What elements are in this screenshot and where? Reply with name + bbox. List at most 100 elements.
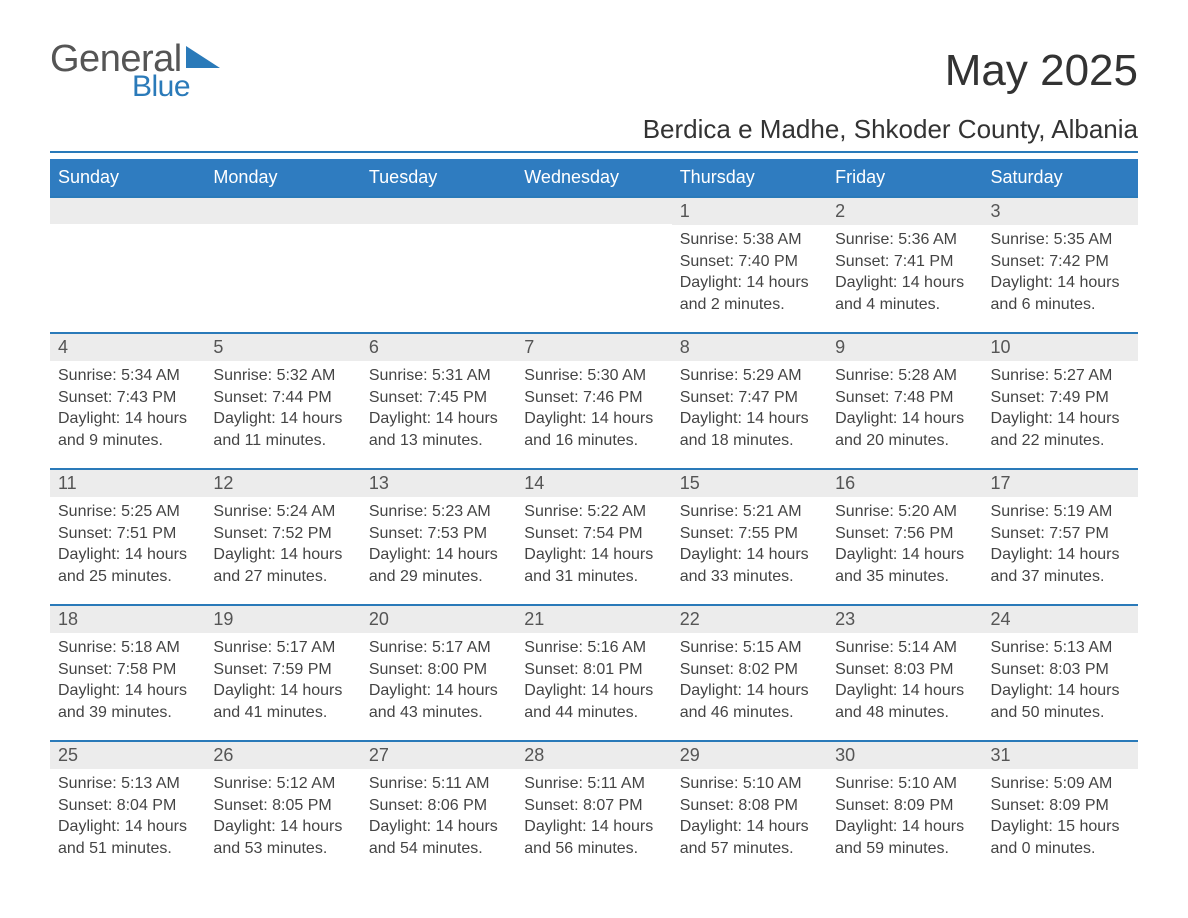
- daylight-text: Daylight: 14 hours and 33 minutes.: [680, 544, 819, 587]
- day-number: 17: [983, 468, 1138, 497]
- sunset-text: Sunset: 8:06 PM: [369, 795, 508, 817]
- sunset-text: Sunset: 8:00 PM: [369, 659, 508, 681]
- page-title: May 2025: [945, 46, 1138, 96]
- weekday-header: Thursday: [672, 159, 827, 196]
- calendar-day-cell: 25Sunrise: 5:13 AMSunset: 8:04 PMDayligh…: [50, 740, 205, 876]
- sunrise-text: Sunrise: 5:14 AM: [835, 637, 974, 659]
- sunset-text: Sunset: 7:51 PM: [58, 523, 197, 545]
- day-number: 4: [50, 332, 205, 361]
- day-number: [50, 196, 205, 224]
- day-details: Sunrise: 5:27 AMSunset: 7:49 PMDaylight:…: [983, 365, 1138, 459]
- daylight-text: Daylight: 14 hours and 27 minutes.: [213, 544, 352, 587]
- sunset-text: Sunset: 7:47 PM: [680, 387, 819, 409]
- daylight-text: Daylight: 14 hours and 22 minutes.: [991, 408, 1130, 451]
- sunset-text: Sunset: 7:42 PM: [991, 251, 1130, 273]
- calendar-day-cell: 4Sunrise: 5:34 AMSunset: 7:43 PMDaylight…: [50, 332, 205, 468]
- daylight-text: Daylight: 14 hours and 57 minutes.: [680, 816, 819, 859]
- day-details: Sunrise: 5:11 AMSunset: 8:07 PMDaylight:…: [516, 773, 671, 867]
- calendar-day-cell: [361, 196, 516, 332]
- sunrise-text: Sunrise: 5:22 AM: [524, 501, 663, 523]
- daylight-text: Daylight: 14 hours and 51 minutes.: [58, 816, 197, 859]
- daylight-text: Daylight: 14 hours and 16 minutes.: [524, 408, 663, 451]
- calendar-table: Sunday Monday Tuesday Wednesday Thursday…: [50, 159, 1138, 876]
- sunrise-text: Sunrise: 5:17 AM: [369, 637, 508, 659]
- weekday-header: Sunday: [50, 159, 205, 196]
- sunrise-text: Sunrise: 5:12 AM: [213, 773, 352, 795]
- sunrise-text: Sunrise: 5:24 AM: [213, 501, 352, 523]
- calendar-day-cell: 5Sunrise: 5:32 AMSunset: 7:44 PMDaylight…: [205, 332, 360, 468]
- day-number: 19: [205, 604, 360, 633]
- weekday-header-row: Sunday Monday Tuesday Wednesday Thursday…: [50, 159, 1138, 196]
- day-details: Sunrise: 5:32 AMSunset: 7:44 PMDaylight:…: [205, 365, 360, 459]
- day-number: 26: [205, 740, 360, 769]
- day-number: 1: [672, 196, 827, 225]
- sunset-text: Sunset: 7:46 PM: [524, 387, 663, 409]
- daylight-text: Daylight: 14 hours and 46 minutes.: [680, 680, 819, 723]
- calendar-day-cell: 7Sunrise: 5:30 AMSunset: 7:46 PMDaylight…: [516, 332, 671, 468]
- sunrise-text: Sunrise: 5:35 AM: [991, 229, 1130, 251]
- sunset-text: Sunset: 7:41 PM: [835, 251, 974, 273]
- day-details: Sunrise: 5:15 AMSunset: 8:02 PMDaylight:…: [672, 637, 827, 731]
- day-number: 13: [361, 468, 516, 497]
- sunset-text: Sunset: 7:40 PM: [680, 251, 819, 273]
- calendar-day-cell: 16Sunrise: 5:20 AMSunset: 7:56 PMDayligh…: [827, 468, 982, 604]
- daylight-text: Daylight: 14 hours and 4 minutes.: [835, 272, 974, 315]
- calendar-day-cell: 23Sunrise: 5:14 AMSunset: 8:03 PMDayligh…: [827, 604, 982, 740]
- calendar-week-row: 1Sunrise: 5:38 AMSunset: 7:40 PMDaylight…: [50, 196, 1138, 332]
- day-number: 11: [50, 468, 205, 497]
- sunrise-text: Sunrise: 5:32 AM: [213, 365, 352, 387]
- day-details: Sunrise: 5:18 AMSunset: 7:58 PMDaylight:…: [50, 637, 205, 731]
- sunrise-text: Sunrise: 5:31 AM: [369, 365, 508, 387]
- calendar-day-cell: 1Sunrise: 5:38 AMSunset: 7:40 PMDaylight…: [672, 196, 827, 332]
- calendar-day-cell: 20Sunrise: 5:17 AMSunset: 8:00 PMDayligh…: [361, 604, 516, 740]
- calendar-day-cell: 18Sunrise: 5:18 AMSunset: 7:58 PMDayligh…: [50, 604, 205, 740]
- day-number: [205, 196, 360, 224]
- day-number: 31: [983, 740, 1138, 769]
- sunrise-text: Sunrise: 5:15 AM: [680, 637, 819, 659]
- sunset-text: Sunset: 8:07 PM: [524, 795, 663, 817]
- sunset-text: Sunset: 7:44 PM: [213, 387, 352, 409]
- calendar-day-cell: 12Sunrise: 5:24 AMSunset: 7:52 PMDayligh…: [205, 468, 360, 604]
- daylight-text: Daylight: 14 hours and 44 minutes.: [524, 680, 663, 723]
- sunset-text: Sunset: 7:57 PM: [991, 523, 1130, 545]
- day-number: 6: [361, 332, 516, 361]
- day-details: Sunrise: 5:09 AMSunset: 8:09 PMDaylight:…: [983, 773, 1138, 867]
- sunrise-text: Sunrise: 5:17 AM: [213, 637, 352, 659]
- sunrise-text: Sunrise: 5:09 AM: [991, 773, 1130, 795]
- sunrise-text: Sunrise: 5:23 AM: [369, 501, 508, 523]
- sunset-text: Sunset: 7:54 PM: [524, 523, 663, 545]
- day-details: Sunrise: 5:35 AMSunset: 7:42 PMDaylight:…: [983, 229, 1138, 323]
- daylight-text: Daylight: 14 hours and 2 minutes.: [680, 272, 819, 315]
- daylight-text: Daylight: 14 hours and 9 minutes.: [58, 408, 197, 451]
- calendar-day-cell: 6 Sunrise: 5:31 AMSunset: 7:45 PMDaylight…: [361, 332, 516, 468]
- sunrise-text: Sunrise: 5:36 AM: [835, 229, 974, 251]
- sunrise-text: Sunrise: 5:11 AM: [369, 773, 508, 795]
- daylight-text: Daylight: 14 hours and 39 minutes.: [58, 680, 197, 723]
- brand-word-2: Blue: [132, 72, 220, 102]
- sunset-text: Sunset: 7:52 PM: [213, 523, 352, 545]
- location-subtitle: Berdica e Madhe, Shkoder County, Albania: [50, 114, 1138, 153]
- calendar-day-cell: 28Sunrise: 5:11 AMSunset: 8:07 PMDayligh…: [516, 740, 671, 876]
- sunrise-text: Sunrise: 5:34 AM: [58, 365, 197, 387]
- daylight-text: Daylight: 14 hours and 35 minutes.: [835, 544, 974, 587]
- day-number: 27: [361, 740, 516, 769]
- day-details: Sunrise: 5:36 AMSunset: 7:41 PMDaylight:…: [827, 229, 982, 323]
- daylight-text: Daylight: 14 hours and 29 minutes.: [369, 544, 508, 587]
- daylight-text: Daylight: 14 hours and 13 minutes.: [369, 408, 508, 451]
- calendar-week-row: 25Sunrise: 5:13 AMSunset: 8:04 PMDayligh…: [50, 740, 1138, 876]
- daylight-text: Daylight: 14 hours and 41 minutes.: [213, 680, 352, 723]
- day-number: 22: [672, 604, 827, 633]
- daylight-text: Daylight: 14 hours and 48 minutes.: [835, 680, 974, 723]
- day-number: 2: [827, 196, 982, 225]
- calendar-day-cell: 19 Sunrise: 5:17 AMSunset: 7:59 PMDayligh…: [205, 604, 360, 740]
- day-details: Sunrise: 5:17 AMSunset: 8:00 PMDaylight:…: [361, 637, 516, 731]
- sunset-text: Sunset: 8:01 PM: [524, 659, 663, 681]
- day-details: Sunrise: 5:31 AMSunset: 7:45 PMDaylight:…: [361, 365, 516, 459]
- calendar-day-cell: 27Sunrise: 5:11 AMSunset: 8:06 PMDayligh…: [361, 740, 516, 876]
- day-number: 21: [516, 604, 671, 633]
- weekday-header: Wednesday: [516, 159, 671, 196]
- day-details: Sunrise: 5:17 AMSunset: 7:59 PMDaylight:…: [205, 637, 360, 731]
- sunrise-text: Sunrise: 5:10 AM: [835, 773, 974, 795]
- sunrise-text: Sunrise: 5:21 AM: [680, 501, 819, 523]
- day-number: 30: [827, 740, 982, 769]
